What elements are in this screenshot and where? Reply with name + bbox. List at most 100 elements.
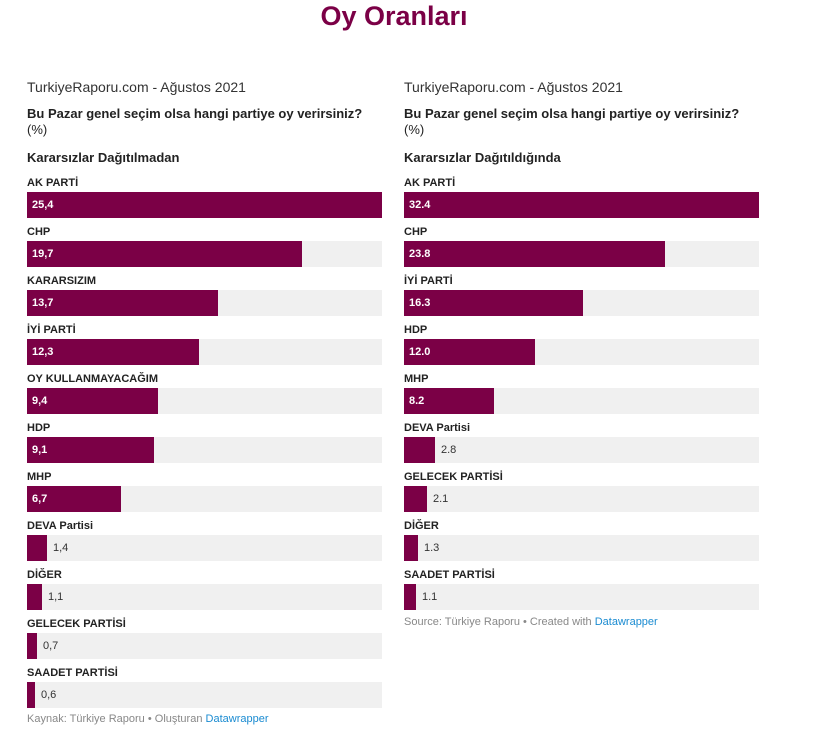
bar-track: [404, 388, 759, 414]
footer-source: Source: Türkiye Raporu • Created with: [404, 616, 595, 628]
bar-value-label: 0,7: [43, 640, 59, 652]
bar-row: DEVA Partisi 1,4: [27, 519, 383, 568]
bar-track: [27, 290, 382, 316]
bar: [27, 388, 158, 414]
bar-value-label: 9,1: [32, 444, 48, 456]
bar-track: [27, 682, 382, 708]
bar: [404, 339, 535, 365]
chart-title-text: Bu Pazar genel seçim olsa hangi partiye …: [27, 106, 363, 121]
bar: [404, 486, 427, 512]
bar-row: DEVA Partisi 2.8: [404, 421, 760, 470]
bar: [404, 290, 583, 316]
datawrapper-link[interactable]: Datawrapper: [205, 713, 269, 725]
bar-row: SAADET PARTİSİ 0,6: [27, 666, 383, 715]
bar-track: [404, 535, 759, 561]
bar-rows: AK PARTİ 32.4 CHP 23.8 İYİ PARTİ 16.3 HDP 12.0 M…: [404, 176, 760, 617]
datawrapper-link[interactable]: Datawrapper: [594, 616, 658, 628]
bar-category-label: HDP: [27, 422, 51, 434]
bar-track: [27, 437, 382, 463]
bar-track: [27, 486, 382, 512]
bar-value-label: 1.3: [424, 542, 440, 554]
bar-row: GELECEK PARTİSİ 2.1: [404, 470, 760, 519]
chart-distributed: TurkiyeRaporu.com - Ağustos 2021 Bu Paza…: [404, 78, 760, 617]
bar-track: [404, 192, 759, 218]
bar-value-label: 12.0: [409, 346, 431, 358]
bar-category-label: DEVA Partisi: [404, 422, 471, 434]
bar-track: [27, 584, 382, 610]
bar-row: İYİ PARTİ 16.3: [404, 274, 760, 323]
bar-category-label: GELECEK PARTİSİ: [404, 471, 503, 483]
bar: [27, 633, 37, 659]
chart-title-text: Bu Pazar genel seçim olsa hangi partiye …: [404, 106, 740, 121]
bar-track: [27, 339, 382, 365]
bar: [27, 535, 47, 561]
bar: [27, 584, 42, 610]
bar-category-label: KARARSIZIM: [27, 275, 97, 287]
bar: [27, 682, 35, 708]
chart-footer-right: Source: Türkiye Raporu • Created with Da…: [404, 615, 658, 629]
bar-category-label: CHP: [27, 226, 51, 238]
bar: [404, 584, 416, 610]
bar-track: [27, 241, 382, 267]
bar-value-label: 6,7: [32, 493, 48, 505]
bar-row: HDP 12.0: [404, 323, 760, 372]
bar-category-label: AK PARTİ: [27, 177, 79, 189]
bar-row: MHP 8.2: [404, 372, 760, 421]
bar-value-label: 23.8: [409, 248, 431, 260]
bar-value-label: 2.8: [441, 444, 457, 456]
bar-row: CHP 23.8: [404, 225, 760, 274]
chart-footer-left: Kaynak: Türkiye Raporu • Oluşturan Dataw…: [27, 712, 269, 726]
chart-title-unit: (%): [404, 122, 425, 137]
bar-value-label: 1,1: [48, 591, 64, 603]
bar-track: [404, 339, 759, 365]
chart-subtitle: Kararsızlar Dağıtıldığında: [404, 150, 561, 165]
bar-track: [27, 535, 382, 561]
bar-category-label: DİĞER: [404, 520, 439, 532]
bar-category-label: İYİ PARTİ: [27, 324, 76, 336]
bar-value-label: 16.3: [409, 297, 431, 309]
bar-category-label: HDP: [404, 324, 428, 336]
chart-publisher: TurkiyeRaporu.com - Ağustos 2021: [27, 79, 246, 95]
page-title: Oy Oranları: [320, 1, 468, 31]
bar-category-label: OY KULLANMAYACAĞIM: [27, 373, 158, 385]
bar-value-label: 8.2: [409, 395, 425, 407]
bar: [404, 535, 418, 561]
bar-track: [404, 437, 759, 463]
bar-value-label: 9,4: [32, 395, 48, 407]
bar-track: [27, 192, 382, 218]
bar: [404, 388, 494, 414]
bar: [27, 339, 199, 365]
bar: [404, 241, 665, 267]
bar-category-label: CHP: [404, 226, 428, 238]
chart-title: Bu Pazar genel seçim olsa hangi partiye …: [404, 106, 760, 138]
bar-value-label: 2.1: [433, 493, 449, 505]
bar-row: AK PARTİ 32.4: [404, 176, 760, 225]
bar-category-label: İYİ PARTİ: [404, 275, 453, 287]
bar-row: DİĞER 1.3: [404, 519, 760, 568]
bar-row: MHP 6,7: [27, 470, 383, 519]
bar-rows: AK PARTİ 25,4 CHP 19,7 KARARSIZIM 13,7 İYİ PAR…: [27, 176, 383, 715]
chart-undistributed: TurkiyeRaporu.com - Ağustos 2021 Bu Paza…: [27, 78, 383, 715]
bar-row: CHP 19,7: [27, 225, 383, 274]
bar-category-label: DİĞER: [27, 569, 62, 581]
bar-value-label: 32.4: [409, 199, 431, 211]
bar-row: GELECEK PARTİSİ 0,7: [27, 617, 383, 666]
bar-track: [404, 486, 759, 512]
bar-category-label: DEVA Partisi: [27, 520, 94, 532]
bar-value-label: 12,3: [32, 346, 54, 358]
bar-track: [27, 633, 382, 659]
bar: [27, 241, 302, 267]
bar-category-label: MHP: [404, 373, 429, 385]
bar-track: [404, 290, 759, 316]
bar-value-label: 1,4: [53, 542, 69, 554]
bar-value-label: 13,7: [32, 297, 54, 309]
bar-track: [27, 388, 382, 414]
bar-track: [404, 241, 759, 267]
footer-source: Kaynak: Türkiye Raporu • Oluşturan: [27, 713, 206, 725]
chart-subtitle: Kararsızlar Dağıtılmadan: [27, 150, 180, 165]
bar-category-label: SAADET PARTİSİ: [404, 569, 495, 581]
chart-publisher: TurkiyeRaporu.com - Ağustos 2021: [404, 79, 623, 95]
bar-row: AK PARTİ 25,4: [27, 176, 383, 225]
bar-row: İYİ PARTİ 12,3: [27, 323, 383, 372]
bar-category-label: AK PARTİ: [404, 177, 456, 189]
